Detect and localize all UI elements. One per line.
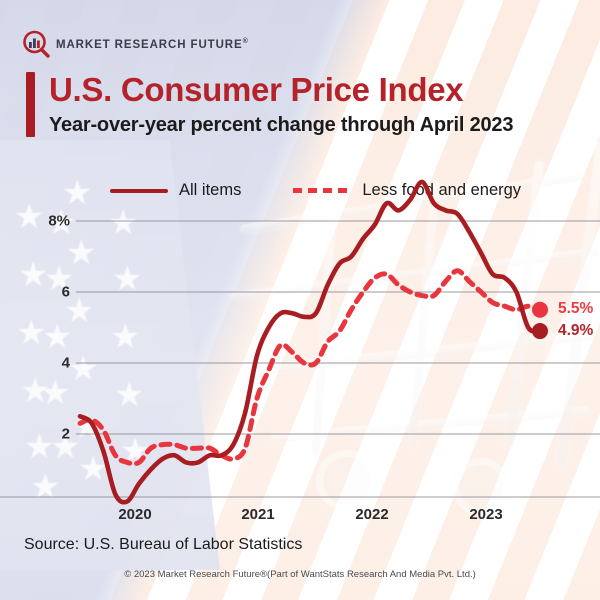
legend-solid-line-icon xyxy=(110,188,168,193)
title-accent-bar xyxy=(26,72,35,137)
page-subtitle: Year-over-year percent change through Ap… xyxy=(49,113,514,136)
series-line-less-food-and-energy xyxy=(77,268,543,467)
chart-legend: All items Less food and energy xyxy=(110,181,521,200)
series-line-all-items xyxy=(77,179,543,505)
x-axis-tick-label: 2020 xyxy=(118,506,152,523)
end-value-label-less-food-and-energy: 5.5% xyxy=(558,299,594,317)
brand-logo: MARKET RESEARCH FUTURE® xyxy=(22,30,249,58)
y-axis-tick-label: 2 xyxy=(61,425,70,443)
legend-label-less-food-and-energy: Less food and energy xyxy=(362,181,522,199)
legend-dashed-line-icon xyxy=(293,188,352,193)
copyright-footer: © 2023 Market Research Future®(Part of W… xyxy=(124,569,476,580)
magnifier-bar-chart-icon xyxy=(22,30,50,58)
registered-trademark-icon: ® xyxy=(242,37,249,45)
legend-label-all-items: All items xyxy=(179,181,242,199)
legend-item-less-food-and-energy[interactable]: Less food and energy xyxy=(293,181,521,200)
series-endpoint-marker xyxy=(532,323,548,340)
y-axis-tick-label: 6 xyxy=(61,283,70,301)
x-axis-tick-label: 2022 xyxy=(355,506,389,523)
y-axis-tick-label: 8% xyxy=(48,212,70,230)
brand-logo-text: MARKET RESEARCH FUTURE® xyxy=(56,38,249,51)
x-axis-tick-label: 2021 xyxy=(241,506,275,523)
x-axis-tick-label: 2023 xyxy=(469,506,503,523)
title-block: U.S. Consumer Price Index Year-over-year… xyxy=(26,72,513,137)
legend-item-all-items[interactable]: All items xyxy=(110,181,241,200)
series-endpoint-marker xyxy=(532,301,548,318)
end-value-label-all-items: 4.9% xyxy=(558,322,594,340)
brand-logo-name: MARKET RESEARCH FUTURE xyxy=(56,38,243,51)
source-note: Source: U.S. Bureau of Labor Statistics xyxy=(24,536,303,553)
page-title: U.S. Consumer Price Index xyxy=(49,71,464,108)
y-axis-tick-label: 4 xyxy=(61,354,70,372)
